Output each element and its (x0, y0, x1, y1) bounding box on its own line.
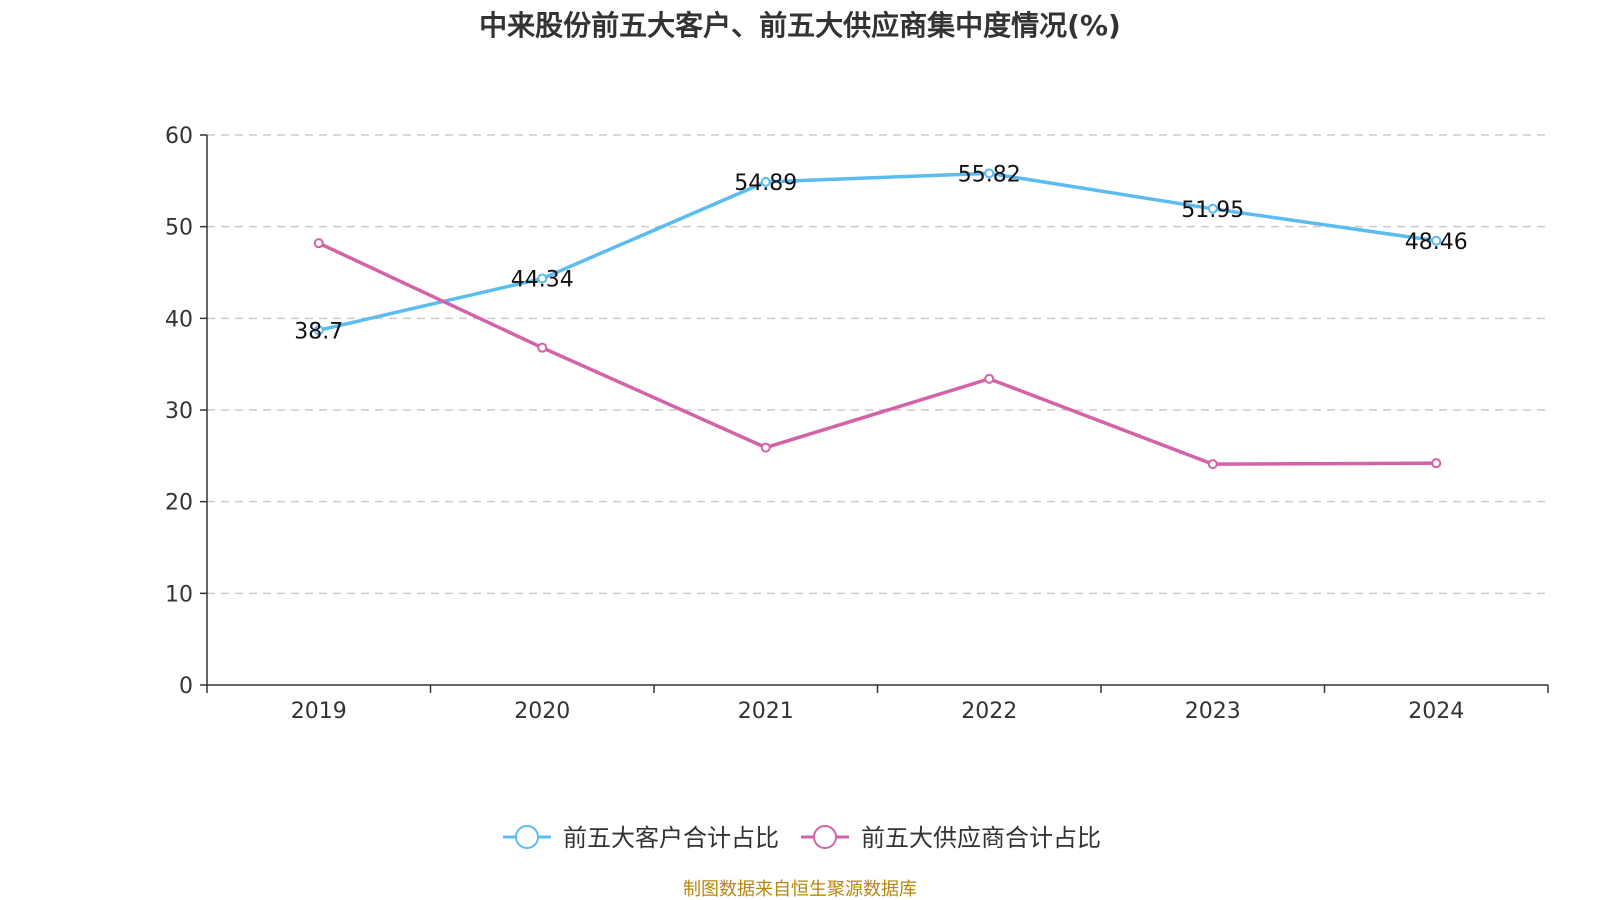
data-label: 44.34 (511, 268, 574, 293)
legend-label-0: 前五大客户合计占比 (563, 824, 779, 852)
y-tick-label: 60 (165, 124, 193, 149)
x-tick-label: 2023 (1185, 699, 1241, 724)
data-label: 54.89 (734, 171, 797, 196)
data-point (1431, 235, 1442, 246)
x-tick-label: 2022 (961, 699, 1017, 724)
y-tick-label: 40 (165, 307, 193, 332)
data-point (760, 176, 771, 187)
data-label: 48.46 (1405, 230, 1468, 255)
chart-title: 中来股份前五大客户、前五大供应商集中度情况(%) (479, 9, 1121, 42)
legend-label-1: 前五大供应商合计占比 (861, 824, 1101, 852)
series-group: 38.7 44.34 54.89 55.82 51.95 48.46 (294, 162, 1468, 470)
legend: 前五大客户合计占比 前五大供应商合计占比 (503, 824, 1101, 852)
data-point (537, 342, 548, 353)
data-point (1431, 458, 1442, 469)
y-tick-label: 10 (165, 582, 193, 607)
y-tick-label: 20 (165, 491, 193, 516)
data-label: 51.95 (1181, 198, 1244, 223)
axes: 0 10 20 30 40 50 60 2019 2020 2021 2022 2023 2024 (165, 124, 1549, 724)
y-tick-label: 30 (165, 399, 193, 424)
series-line-1 (318, 241, 1437, 466)
x-tick-label: 2019 (291, 699, 347, 724)
series-line-0 (318, 171, 1437, 332)
data-point (984, 168, 995, 179)
data-point (1207, 459, 1218, 470)
source-note: 制图数据来自恒生聚源数据库 (683, 879, 917, 900)
legend-marker-0 (515, 825, 539, 849)
data-point (313, 238, 324, 249)
data-point (760, 442, 771, 453)
y-tick-label: 0 (179, 674, 193, 699)
data-label: 38.7 (294, 319, 343, 344)
data-point (1207, 203, 1218, 214)
y-tick-label: 50 (165, 216, 193, 241)
legend-marker-1 (813, 825, 837, 849)
x-tick-label: 2021 (738, 699, 794, 724)
data-point (984, 373, 995, 384)
data-point (313, 325, 324, 336)
x-tick-label: 2024 (1408, 699, 1464, 724)
data-label: 55.82 (958, 162, 1021, 187)
x-tick-label: 2020 (514, 699, 570, 724)
grid-lines (207, 134, 1548, 595)
data-point (537, 273, 548, 284)
